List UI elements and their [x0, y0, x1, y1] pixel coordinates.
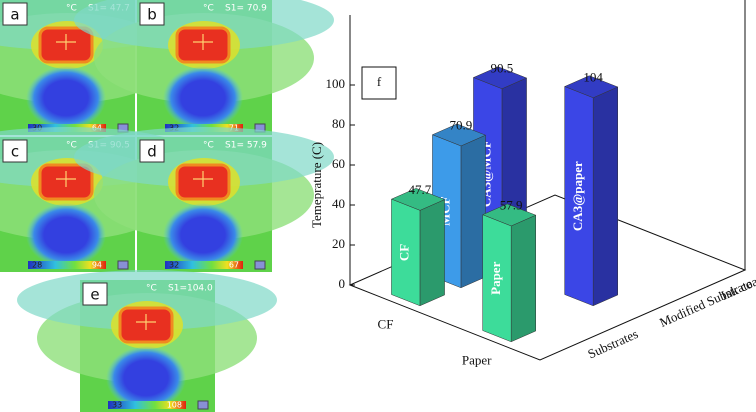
- cold-region: [106, 346, 186, 410]
- unit: °C: [203, 4, 214, 14]
- cold-region: [163, 66, 243, 130]
- bar-front: [482, 214, 512, 343]
- panel-letter-box: [139, 2, 165, 26]
- panel-letter-box: [2, 2, 28, 26]
- thermal-image: d °C S1= 57.9 32 67: [74, 127, 334, 272]
- panel-label-box: [361, 66, 397, 100]
- cold-region: [26, 66, 106, 130]
- spot-reading: S1= 70.9: [225, 4, 267, 14]
- scale-icon: [117, 260, 129, 270]
- thermal-panels: a°CS1= 47.73064b°CS1= 70.93271c°CS1= 90.…: [0, 0, 334, 412]
- value-label: 104: [583, 69, 603, 84]
- scale-max: 67: [229, 261, 239, 270]
- crosshair: [136, 314, 156, 330]
- x-tick-label: Paper: [462, 353, 492, 368]
- cold-region: [26, 203, 106, 267]
- depth-label: Substrates: [585, 326, 640, 361]
- x-tick-label: CF: [378, 317, 394, 332]
- panel-label: f: [377, 74, 382, 89]
- y-tick-label: 80: [332, 116, 345, 131]
- bar: [390, 188, 446, 307]
- value-label: 47.7: [409, 182, 432, 197]
- scale-icon: [197, 400, 209, 410]
- value-label: 57.9: [500, 198, 523, 213]
- crosshair: [193, 34, 213, 50]
- bar-label: Paper: [488, 261, 503, 294]
- crosshair: [56, 171, 76, 187]
- unit: °C: [66, 141, 77, 151]
- y-tick-label: 20: [332, 236, 345, 251]
- y-axis-title: Temeprature (C): [309, 142, 324, 228]
- bar: [482, 203, 537, 343]
- crosshair: [193, 171, 213, 187]
- panel-letter-box: [139, 139, 165, 163]
- color-scale: [165, 261, 243, 269]
- bar: [564, 75, 619, 307]
- thermal-image: b°CS1= 70.93271: [74, 0, 334, 135]
- color-scale: [28, 261, 106, 269]
- scale-max: 108: [167, 401, 182, 410]
- bar-label: CA3@paper: [570, 161, 585, 231]
- bar-side: [592, 86, 618, 307]
- bar-side: [419, 199, 445, 307]
- bar-front: [391, 198, 421, 307]
- unit: °C: [66, 4, 77, 14]
- unit: °C: [203, 141, 214, 151]
- panel-letter-box: [2, 139, 28, 163]
- crosshair: [56, 34, 76, 50]
- color-scale: [108, 401, 186, 409]
- scale-min: 28: [32, 261, 42, 270]
- y-tick-label: 100: [326, 76, 346, 91]
- scale-max: 94: [92, 261, 102, 270]
- value-label: 90.5: [491, 60, 514, 75]
- panel-letter-box: [82, 282, 108, 306]
- value-label: 70.9: [450, 118, 473, 133]
- scale-min: 32: [169, 261, 179, 270]
- cool-band: [17, 270, 277, 330]
- panel-letter: e: [90, 286, 99, 304]
- cool-band: [74, 127, 334, 187]
- bar-front: [564, 86, 594, 307]
- y-tick-label: 60: [332, 156, 345, 171]
- spot-reading: S1=104.0: [168, 284, 213, 294]
- y-tick-label: 40: [332, 196, 345, 211]
- cold-region: [163, 203, 243, 267]
- y-tick-label: 0: [339, 276, 346, 291]
- panel-letter: d: [147, 143, 157, 161]
- thermal-image: e °C S1=104.0 33 108: [17, 270, 277, 412]
- panel-letter: c: [11, 143, 19, 161]
- panel-letter: a: [10, 6, 19, 24]
- bar-side: [510, 214, 536, 343]
- scale-min: 33: [112, 401, 122, 410]
- scale-icon: [254, 260, 266, 270]
- spot-reading: S1= 57.9: [225, 141, 267, 151]
- unit: °C: [146, 284, 157, 294]
- bar-label: CF: [397, 244, 412, 261]
- panel-letter: b: [147, 6, 157, 24]
- bar-chart-3d: 0 20 40 60 80 100 Temeprature (C) f CF Paper Subst…: [309, 0, 756, 368]
- bar-side: [460, 134, 486, 289]
